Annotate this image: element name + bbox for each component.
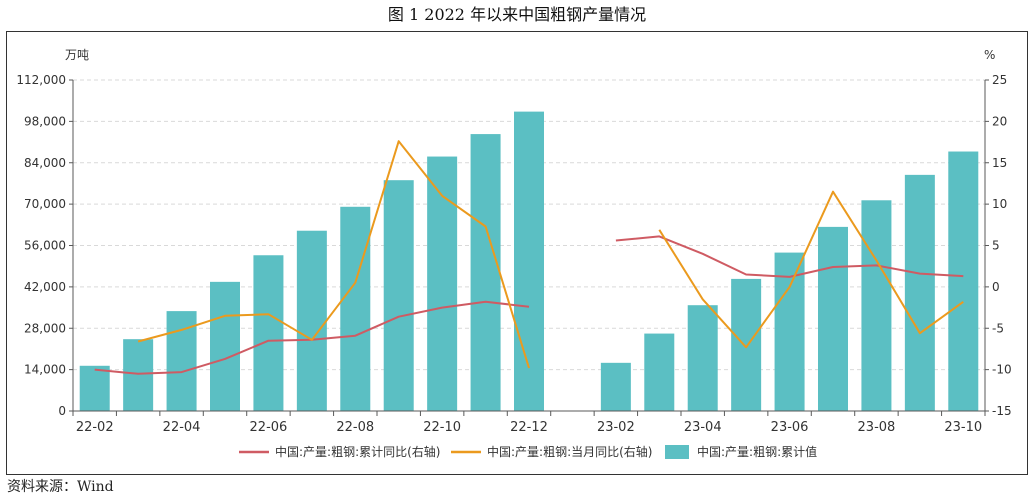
y-left-tick-label: 98,000 (24, 114, 66, 128)
bar (296, 230, 327, 411)
bar (514, 111, 544, 412)
y-left-tick-label: 56,000 (24, 239, 66, 253)
y-left-tick-label: 112,000 (16, 73, 66, 87)
y-right-tick-label: 0 (992, 280, 1000, 294)
bar (600, 362, 631, 411)
bar (644, 333, 675, 411)
bar (253, 255, 284, 411)
x-tick-label: 23-10 (944, 420, 982, 435)
x-tick-label: 22-10 (423, 420, 461, 435)
x-tick-label: 22-12 (510, 420, 548, 435)
bar (383, 180, 414, 411)
bar (687, 305, 718, 411)
source-note: 资料来源：Wind (7, 479, 114, 495)
legend-label: 中国:产量:粗钢:累计值 (697, 444, 817, 459)
legend-item: 中国:产量:粗钢:累计值 (665, 444, 817, 459)
y-right-tick-label: 10 (992, 197, 1007, 211)
legend-label: 中国:产量:粗钢:累计同比(右轴) (275, 444, 441, 459)
figure-title: 图 1 2022 年以来中国粗钢产量情况 (387, 5, 647, 24)
bar (123, 339, 154, 411)
bar (166, 311, 197, 411)
y-right-tick-label: -5 (992, 321, 1004, 335)
y-left-tick-label: 28,000 (24, 321, 66, 335)
y-right-tick-label: -15 (992, 404, 1012, 418)
y-left-tick-label: 84,000 (24, 156, 66, 170)
bar (427, 156, 458, 411)
chart-frame: 0 -15 14,000 -10 28,000 -5 42,000 0 56,000 5 70,00… (6, 31, 1028, 475)
y-right-tick-label: 25 (992, 73, 1007, 87)
bar (861, 200, 892, 411)
y-left-unit-label: 万吨 (65, 48, 89, 62)
x-tick-label: 22-02 (76, 420, 114, 435)
x-tick-label: 23-02 (597, 420, 635, 435)
monthly-yoy-line (137, 140, 964, 369)
bar (210, 281, 240, 411)
y-left-tick-label: 42,000 (24, 280, 66, 294)
bar (731, 278, 762, 411)
y-right-tick-label: 20 (992, 114, 1007, 128)
bar (774, 252, 805, 411)
x-tick-label: 22-06 (250, 420, 288, 435)
x-tick-label: 23-06 (771, 420, 809, 435)
bar (470, 134, 501, 411)
bar (340, 206, 371, 411)
y-left-tick-label: 14,000 (24, 363, 66, 377)
bar (948, 151, 979, 411)
x-tick-label: 22-04 (163, 420, 201, 435)
legend-item: 中国:产量:粗钢:累计同比(右轴) (239, 444, 441, 459)
y-left-tick-label: 70,000 (24, 197, 66, 211)
x-tick-label: 22-08 (336, 420, 374, 435)
x-tick-label: 23-04 (684, 420, 722, 435)
y-right-unit-label: % (984, 48, 995, 62)
legend-item: 中国:产量:粗钢:当月同比(右轴) (451, 444, 653, 459)
y-right-tick-label: 5 (992, 239, 1000, 253)
legend-bar-swatch (665, 445, 689, 459)
legend: 中国:产量:粗钢:累计同比(右轴) 中国:产量:粗钢:当月同比(右轴) 中国:产量:… (239, 444, 817, 459)
bar (818, 226, 848, 411)
x-tick-label: 23-08 (858, 420, 896, 435)
bar (79, 365, 110, 411)
bar (904, 174, 935, 411)
y-right-tick-label: 15 (992, 156, 1007, 170)
y-left-tick-label: 0 (58, 404, 66, 418)
legend-label: 中国:产量:粗钢:当月同比(右轴) (487, 444, 653, 459)
y-right-tick-label: -10 (992, 363, 1012, 377)
steel-output-chart: 0 -15 14,000 -10 28,000 -5 42,000 0 56,000 5 70,00… (16, 48, 1012, 459)
